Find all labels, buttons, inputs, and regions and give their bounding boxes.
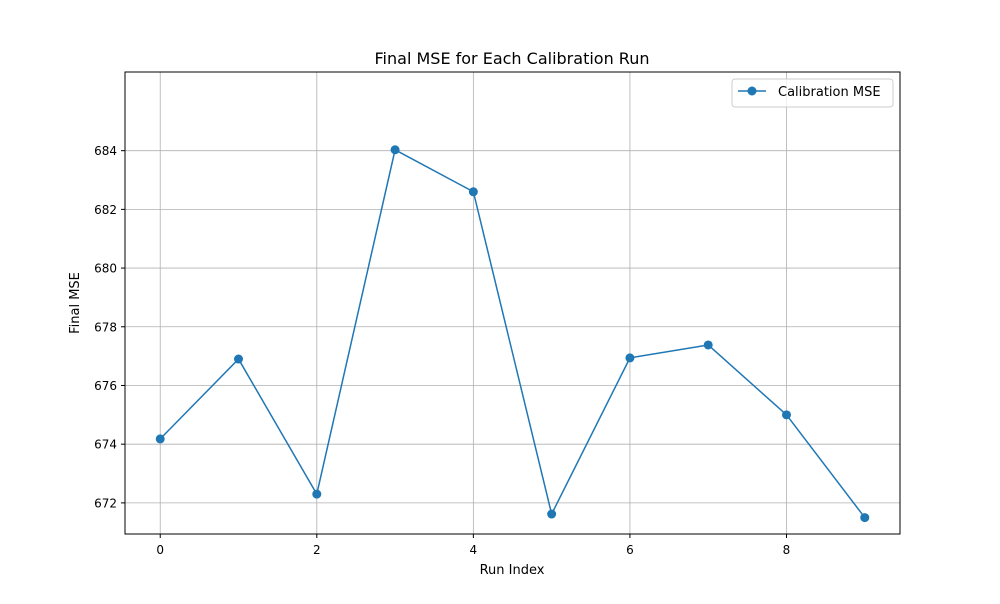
y-tick-label: 680: [94, 262, 117, 276]
y-tick-label: 684: [94, 144, 117, 158]
legend-marker-swatch: [747, 86, 757, 96]
legend-box: [731, 78, 894, 108]
y-tick-label: 678: [94, 320, 117, 334]
data-point: [625, 353, 635, 363]
y-tick-label: 674: [94, 438, 117, 452]
data-point: [703, 340, 713, 350]
axes: [124, 71, 901, 535]
series-layer: [155, 145, 870, 523]
x-tick-label: 4: [470, 543, 478, 557]
data-point: [781, 410, 791, 420]
x-tick-label: 2: [313, 543, 321, 557]
data-point: [860, 513, 870, 523]
y-tick-label: 672: [94, 496, 117, 510]
y-axis-label: Final MSE: [68, 272, 83, 334]
data-point: [234, 354, 244, 364]
data-point: [312, 489, 322, 499]
data-point: [390, 145, 400, 155]
x-tick-label: 6: [626, 543, 634, 557]
data-point: [155, 434, 165, 444]
legend-label: Calibration MSE: [778, 85, 881, 100]
x-tick-label: 8: [783, 543, 791, 557]
ticks: 0 2 4 6 8 672 674 676 678 680 682 684: [94, 144, 790, 557]
x-axis-label: Run Index: [480, 563, 545, 578]
chart-title: Final MSE for Each Calibration Run: [375, 49, 650, 68]
y-tick-label: 682: [94, 203, 117, 217]
series-line: [159, 149, 866, 519]
plot-frame: [124, 71, 901, 535]
y-tick-label: 676: [94, 379, 117, 393]
data-point: [547, 509, 557, 519]
data-point: [468, 187, 478, 197]
legend: Calibration MSE: [731, 78, 894, 108]
x-tick-label: 0: [156, 543, 164, 557]
